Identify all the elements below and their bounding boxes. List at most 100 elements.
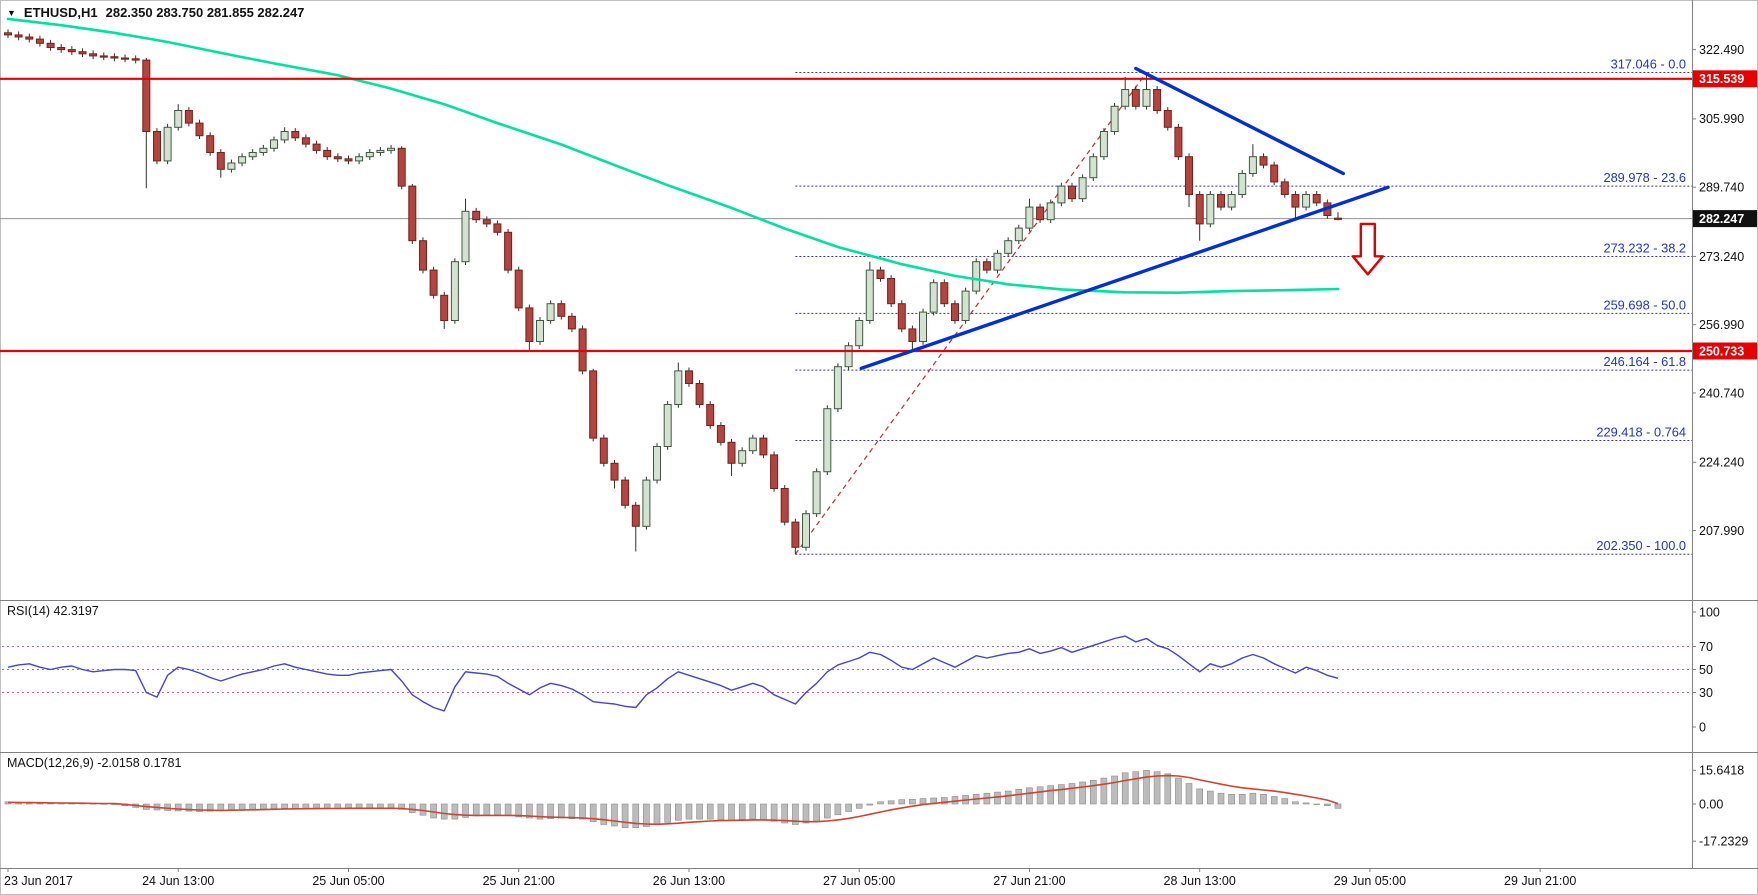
candle-bearish: [514, 269, 523, 309]
price-pane[interactable]: 317.046 - 0.0 289.978 - 23.6 273.232 - 38.…: [0, 17, 1692, 555]
candle-bullish: [663, 404, 672, 447]
rsi-pane[interactable]: [2, 635, 1692, 712]
candle-bearish: [57, 47, 66, 51]
candle-bearish: [67, 49, 76, 53]
candle-bullish: [238, 156, 247, 164]
macd-histogram-bar: [1026, 787, 1033, 805]
macd-histogram-bar: [260, 803, 267, 810]
candle-bullish: [1302, 194, 1311, 208]
candle-bullish: [642, 479, 651, 527]
candle-bearish: [397, 147, 406, 187]
macd-histogram-bar: [1143, 770, 1150, 805]
candle-bullish: [536, 320, 544, 342]
macd-histogram-bar: [1175, 777, 1182, 805]
candle-bearish: [25, 36, 34, 40]
price-axis-label: 224.240: [1699, 456, 1744, 470]
descending-trendline[interactable]: [1134, 66, 1346, 176]
macd-histogram-bar: [781, 803, 789, 824]
macd-pane[interactable]: [4, 770, 1342, 829]
candle-bearish: [35, 38, 44, 44]
candle-bearish: [631, 504, 640, 527]
candle-bullish: [833, 366, 842, 410]
candle-bearish: [1068, 185, 1076, 200]
candle-bullish: [961, 290, 970, 322]
candle-bullish: [738, 450, 747, 464]
candle-bullish: [1206, 194, 1215, 225]
macd-histogram-bar: [1260, 793, 1267, 805]
price-tag: [1693, 342, 1757, 360]
candle-bearish: [908, 328, 917, 342]
ascending-trendline[interactable]: [859, 185, 1390, 370]
time-axis-label: 24 Jun 13:00: [142, 874, 214, 888]
macd-histogram-bar: [504, 803, 512, 816]
price-axis-label: 207.990: [1699, 524, 1744, 538]
candle-bullish: [823, 408, 832, 473]
fib-level-label: 246.164 - 61.8: [1603, 354, 1686, 369]
macd-histogram-bar: [685, 803, 693, 820]
macd-histogram-bar: [813, 803, 820, 822]
macd-histogram-bar: [440, 803, 448, 820]
macd-histogram-bar: [174, 803, 182, 812]
macd-histogram-bar: [898, 799, 906, 805]
fib-base-line[interactable]: [794, 72, 1147, 555]
macd-histogram-bar: [834, 803, 842, 816]
candle-bearish: [610, 462, 619, 481]
candle-bearish: [46, 42, 55, 48]
candle-bearish: [206, 135, 215, 153]
candle-bullish: [844, 345, 853, 368]
macd-histogram-bar: [568, 803, 576, 819]
rsi-indicator-label: RSI(14) 42.3197: [7, 604, 99, 618]
macd-histogram-bar: [1217, 792, 1225, 805]
candle-bearish: [408, 185, 417, 242]
candle-bearish: [482, 219, 491, 225]
price-axis-label: 273.240: [1699, 250, 1744, 264]
candle-bearish: [142, 59, 151, 132]
candle-bearish: [195, 122, 204, 137]
candle-bullish: [1025, 206, 1034, 229]
candle-bullish: [1121, 89, 1130, 107]
macd-histogram-bar: [855, 803, 863, 809]
macd-histogram-bar: [377, 803, 384, 809]
fibonacci-retracement[interactable]: 317.046 - 0.0 289.978 - 23.6 273.232 - 38.…: [794, 56, 1692, 555]
candle-bearish: [493, 223, 502, 233]
candle-bearish: [1312, 194, 1321, 204]
macd-histogram-bar: [940, 797, 948, 805]
macd-histogram-bar: [749, 803, 757, 820]
candle-bearish: [1280, 181, 1289, 195]
macd-histogram-bar: [1058, 784, 1065, 805]
candle-bearish: [1291, 194, 1300, 208]
candle-bearish: [982, 261, 991, 271]
moving-average-line[interactable]: [6, 17, 1340, 295]
candle-bearish: [589, 370, 598, 439]
candles-layer: [4, 29, 1342, 555]
macd-histogram-bar: [621, 803, 629, 829]
bearish-arrow[interactable]: [1351, 222, 1385, 276]
candle-bullish: [355, 156, 364, 162]
candle-bullish: [865, 269, 874, 322]
candle-bearish: [716, 425, 725, 443]
candle-bearish: [504, 231, 513, 271]
candle-bearish: [685, 370, 693, 384]
rsi-axis-label: 30: [1699, 686, 1713, 700]
time-axis-label: 25 Jun 21:00: [483, 874, 555, 888]
macd-histogram-bar: [398, 803, 406, 810]
price-axis-label: 322.490: [1699, 43, 1744, 57]
candle-bearish: [1270, 164, 1279, 183]
price-tag-label: 282.247: [1699, 212, 1744, 226]
macd-histogram-bar: [611, 803, 618, 827]
time-axis-label: 29 Jun 21:00: [1504, 874, 1576, 888]
candle-bearish: [78, 51, 87, 55]
macd-histogram-bar: [536, 803, 544, 820]
macd-histogram-bar: [1047, 785, 1054, 805]
candle-bearish: [14, 34, 23, 38]
price-tag-label: 250.733: [1699, 344, 1744, 358]
macd-histogram-bar: [249, 803, 256, 811]
macd-histogram-bar: [1313, 803, 1320, 805]
rsi-axis-label: 70: [1699, 640, 1713, 654]
candle-bullish: [546, 303, 555, 322]
macd-histogram-bar: [387, 803, 395, 809]
symbol-dropdown-icon[interactable]: ▼: [7, 8, 16, 18]
price-axis-label: 289.740: [1699, 180, 1744, 194]
